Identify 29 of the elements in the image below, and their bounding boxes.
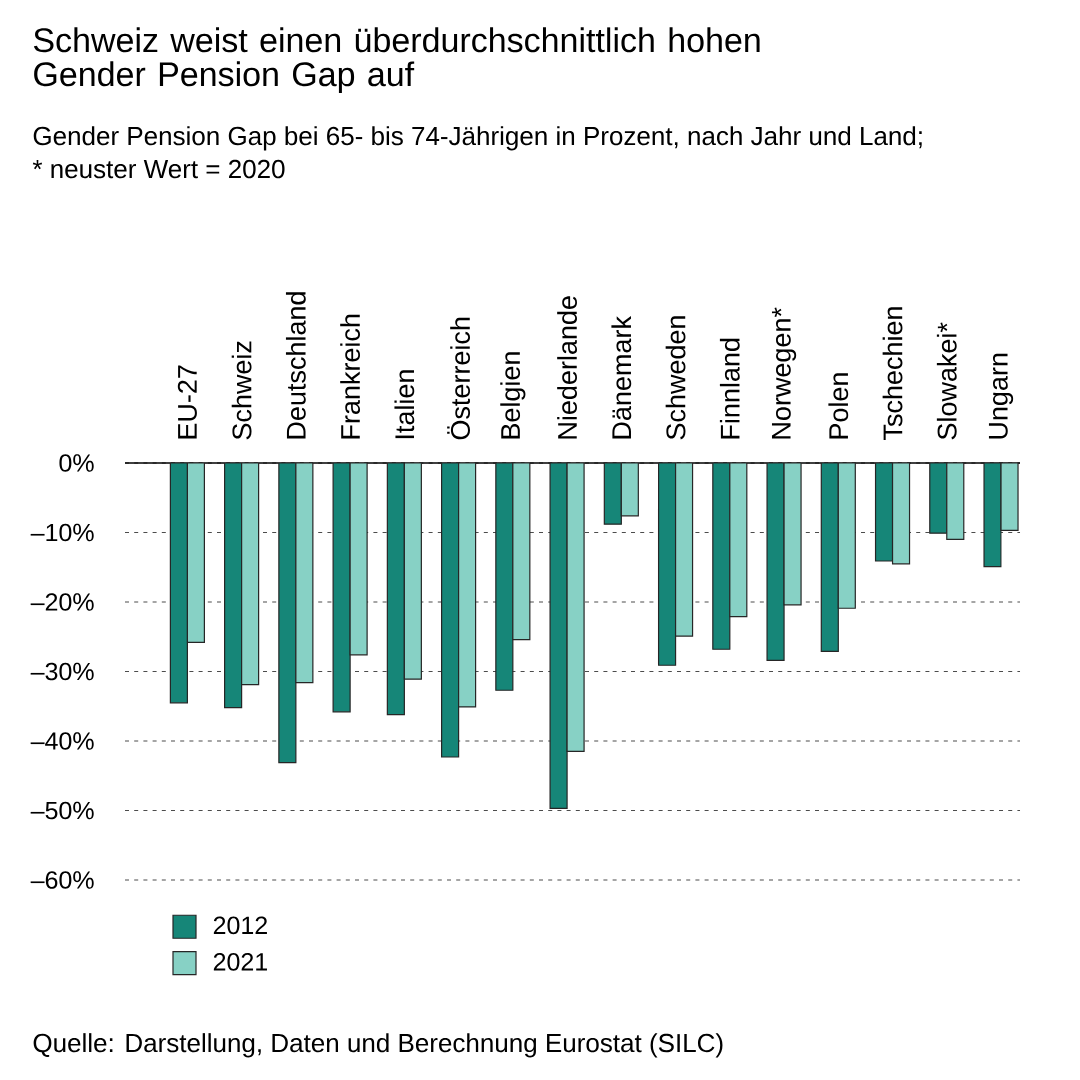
y-tick-label: –20% xyxy=(30,593,94,611)
x-tick-label: Frankreich xyxy=(340,314,361,439)
y-tick-label: –40% xyxy=(30,732,94,750)
x-tick-label: Polen xyxy=(828,373,849,439)
x-tick-label: Deutschland xyxy=(285,292,306,439)
x-tick-label: Belgien xyxy=(500,352,526,439)
x-tick-label: Finnland xyxy=(719,338,740,439)
y-tick-label: –60% xyxy=(30,871,94,889)
x-tick-label: Tschechien xyxy=(882,307,903,441)
x-tick-label: Schweiz xyxy=(231,341,252,440)
source-note: Quelle: Darstellung, Daten und Berechnung Eurostat (SILC) xyxy=(33,1033,723,1058)
x-tick-label: Schweden xyxy=(665,316,686,440)
y-tick-label: –30% xyxy=(30,662,94,681)
x-tick-label: Slowakei* xyxy=(936,322,957,440)
chart-title: Schweiz weist einen überdurchschnittlich hohen Gender Pension Gap auf xyxy=(33,27,760,94)
x-tick-label: Dänemark xyxy=(611,316,632,439)
y-tick-label: –10% xyxy=(30,523,94,542)
chart-subtitle: Gender Pension Gap bei 65- bis 74-Jährigen in Prozent, nach Jahr und Land; xyxy=(33,126,922,151)
x-tick-label: Niederlande xyxy=(557,296,577,439)
x-tick-label: EU-27 xyxy=(177,365,197,439)
x-tick-label: Ungarn xyxy=(988,353,1014,439)
x-tick-label: Italien xyxy=(394,370,415,439)
legend-label: 2021 xyxy=(213,952,267,971)
x-tick-label: Norwegen* xyxy=(771,307,797,439)
x-tick-label: Österreich xyxy=(447,317,471,440)
legend-label: 2012 xyxy=(213,916,267,935)
y-tick-label: –50% xyxy=(30,801,94,820)
text: * neuster Wert = 2020 xyxy=(32,159,285,179)
y-tick-label: 0% xyxy=(59,454,94,472)
